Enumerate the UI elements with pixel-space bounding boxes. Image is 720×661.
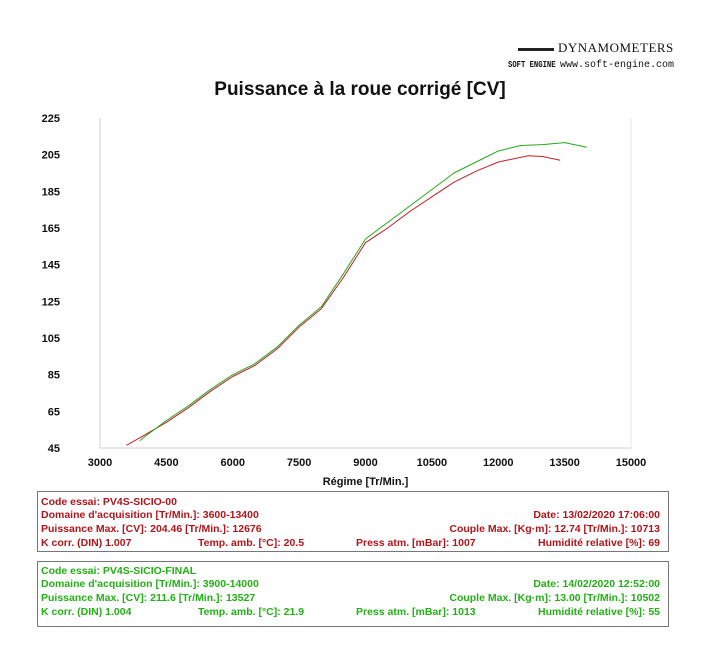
x-tick-label: 6000	[221, 457, 245, 469]
humidity: Humidité relative [%]: 69	[538, 537, 660, 549]
test-code: Code essai: PV4S-SICIO-FINAL	[41, 565, 197, 577]
x-tick-label: 15000	[616, 457, 647, 469]
series-line-2	[139, 142, 587, 442]
x-tick-label: 9000	[353, 457, 377, 469]
x-tick-label: 3000	[88, 457, 112, 469]
x-tick-label: 7500	[287, 457, 311, 469]
y-tick-label: 205	[42, 150, 60, 162]
x-tick-label: 10500	[417, 457, 448, 469]
k-correction: K corr. (DIN) 1.007	[41, 537, 132, 549]
test-info-panel-1: Code essai: PV4S-SICIO-00 Domaine d'acqu…	[37, 491, 669, 552]
x-axis-label: Régime [Tr/Min.]	[323, 476, 409, 488]
acquisition-domain: Domaine d'acquisition [Tr/Min.]: 3900-14…	[41, 578, 259, 590]
y-tick-label: 185	[42, 186, 60, 198]
test-code: Code essai: PV4S-SICIO-00	[41, 496, 177, 508]
acquisition-domain: Domaine d'acquisition [Tr/Min.]: 3600-13…	[41, 509, 259, 521]
y-tick-label: 65	[48, 406, 60, 418]
chart-title: Puissance à la roue corrigé [CV]	[214, 79, 506, 100]
atm-pressure: Press atm. [mBar]: 1007	[356, 537, 476, 549]
series-line-1	[126, 155, 561, 446]
y-tick-label: 225	[42, 113, 60, 125]
max-power: Puissance Max. [CV]: 204.46 [Tr/Min.]: 1…	[41, 523, 262, 535]
test-info-panel-2: Code essai: PV4S-SICIO-FINAL Domaine d'a…	[37, 561, 669, 627]
atm-pressure: Press atm. [mBar]: 1013	[356, 606, 476, 618]
ambient-temp: Temp. amb. [°C]: 21.9	[198, 606, 305, 618]
y-tick-label: 145	[42, 260, 60, 272]
x-tick-label: 4500	[154, 457, 178, 469]
y-tick-label: 105	[42, 333, 60, 345]
k-correction: K corr. (DIN) 1.004	[41, 606, 132, 618]
brand-url: www.soft-engine.com	[560, 60, 675, 71]
humidity: Humidité relative [%]: 55	[538, 606, 660, 618]
max-power: Puissance Max. [CV]: 211.6 [Tr/Min.]: 13…	[41, 592, 256, 604]
x-tick-label: 12000	[483, 457, 514, 469]
brand-bar	[518, 48, 554, 51]
test-date: Date: 14/02/2020 12:52:00	[533, 578, 660, 590]
brand-mark: SOFT ENGINE	[508, 60, 556, 70]
y-tick-label: 125	[42, 296, 60, 308]
y-tick-label: 45	[48, 443, 60, 455]
brand-name: DYNAMOMETERS	[558, 40, 674, 55]
ambient-temp: Temp. amb. [°C]: 20.5	[198, 537, 305, 549]
y-tick-label: 85	[48, 370, 60, 382]
brand-logo: DYNAMOMETERS SOFT ENGINE www.soft-engine…	[508, 38, 698, 78]
max-torque: Couple Max. [Kg·m]: 13.00 [Tr/Min.]: 105…	[449, 592, 660, 604]
x-tick-label: 13500	[549, 457, 580, 469]
y-tick-label: 165	[42, 223, 60, 235]
max-torque: Couple Max. [Kg·m]: 12.74 [Tr/Min.]: 107…	[449, 523, 660, 535]
test-date: Date: 13/02/2020 17:06:00	[533, 509, 660, 521]
